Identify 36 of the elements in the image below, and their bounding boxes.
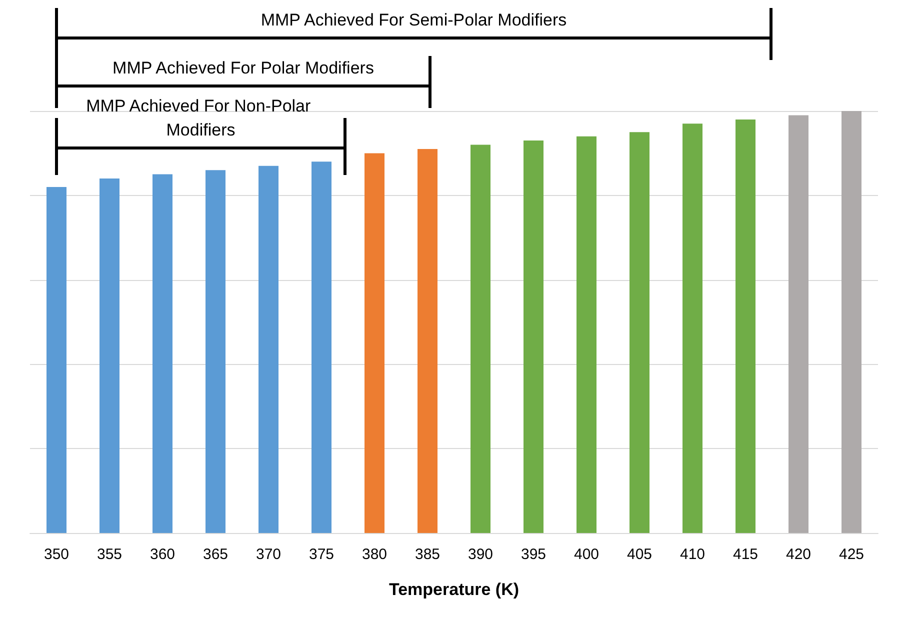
bar bbox=[470, 144, 490, 533]
bar bbox=[258, 166, 278, 533]
x-tick-label: 375 bbox=[308, 546, 334, 563]
x-tick-label: 425 bbox=[838, 546, 864, 563]
x-tick-label: 405 bbox=[626, 546, 652, 563]
text: MMP Achieved For Polar Modifiers bbox=[112, 58, 374, 78]
bar bbox=[576, 136, 596, 533]
bar bbox=[418, 148, 438, 533]
bar bbox=[364, 153, 384, 533]
x-tick-label: 380 bbox=[362, 546, 388, 563]
text: MMP Achieved For Semi-Polar Modifiers bbox=[260, 10, 567, 30]
bar bbox=[682, 124, 702, 533]
bar bbox=[312, 162, 332, 533]
x-axis-title: Temperature (K) bbox=[388, 580, 520, 599]
x-tick-label: 415 bbox=[732, 546, 758, 563]
x-tick-label: 355 bbox=[96, 546, 122, 563]
x-tick-label: 350 bbox=[44, 546, 70, 563]
x-tick-label: 400 bbox=[574, 546, 600, 563]
bar bbox=[524, 140, 544, 533]
bar bbox=[46, 186, 66, 533]
bar bbox=[736, 119, 756, 533]
x-tick-label: 385 bbox=[414, 546, 440, 563]
x-tick-label: 395 bbox=[520, 546, 546, 563]
x-tick-label: 390 bbox=[468, 546, 494, 563]
x-tick-label: 410 bbox=[680, 546, 706, 563]
x-tick-label: 420 bbox=[786, 546, 812, 563]
bar bbox=[630, 132, 650, 533]
x-tick-label: 360 bbox=[150, 546, 176, 563]
x-tick-label: 365 bbox=[202, 546, 228, 563]
bar bbox=[788, 115, 808, 533]
bar bbox=[206, 170, 226, 533]
x-tick-label: 370 bbox=[256, 546, 282, 563]
bar bbox=[152, 174, 172, 533]
bar bbox=[842, 111, 862, 533]
bar bbox=[100, 178, 120, 533]
annotation: MMP Achieved For Non-Polar Modifiers bbox=[86, 96, 316, 140]
